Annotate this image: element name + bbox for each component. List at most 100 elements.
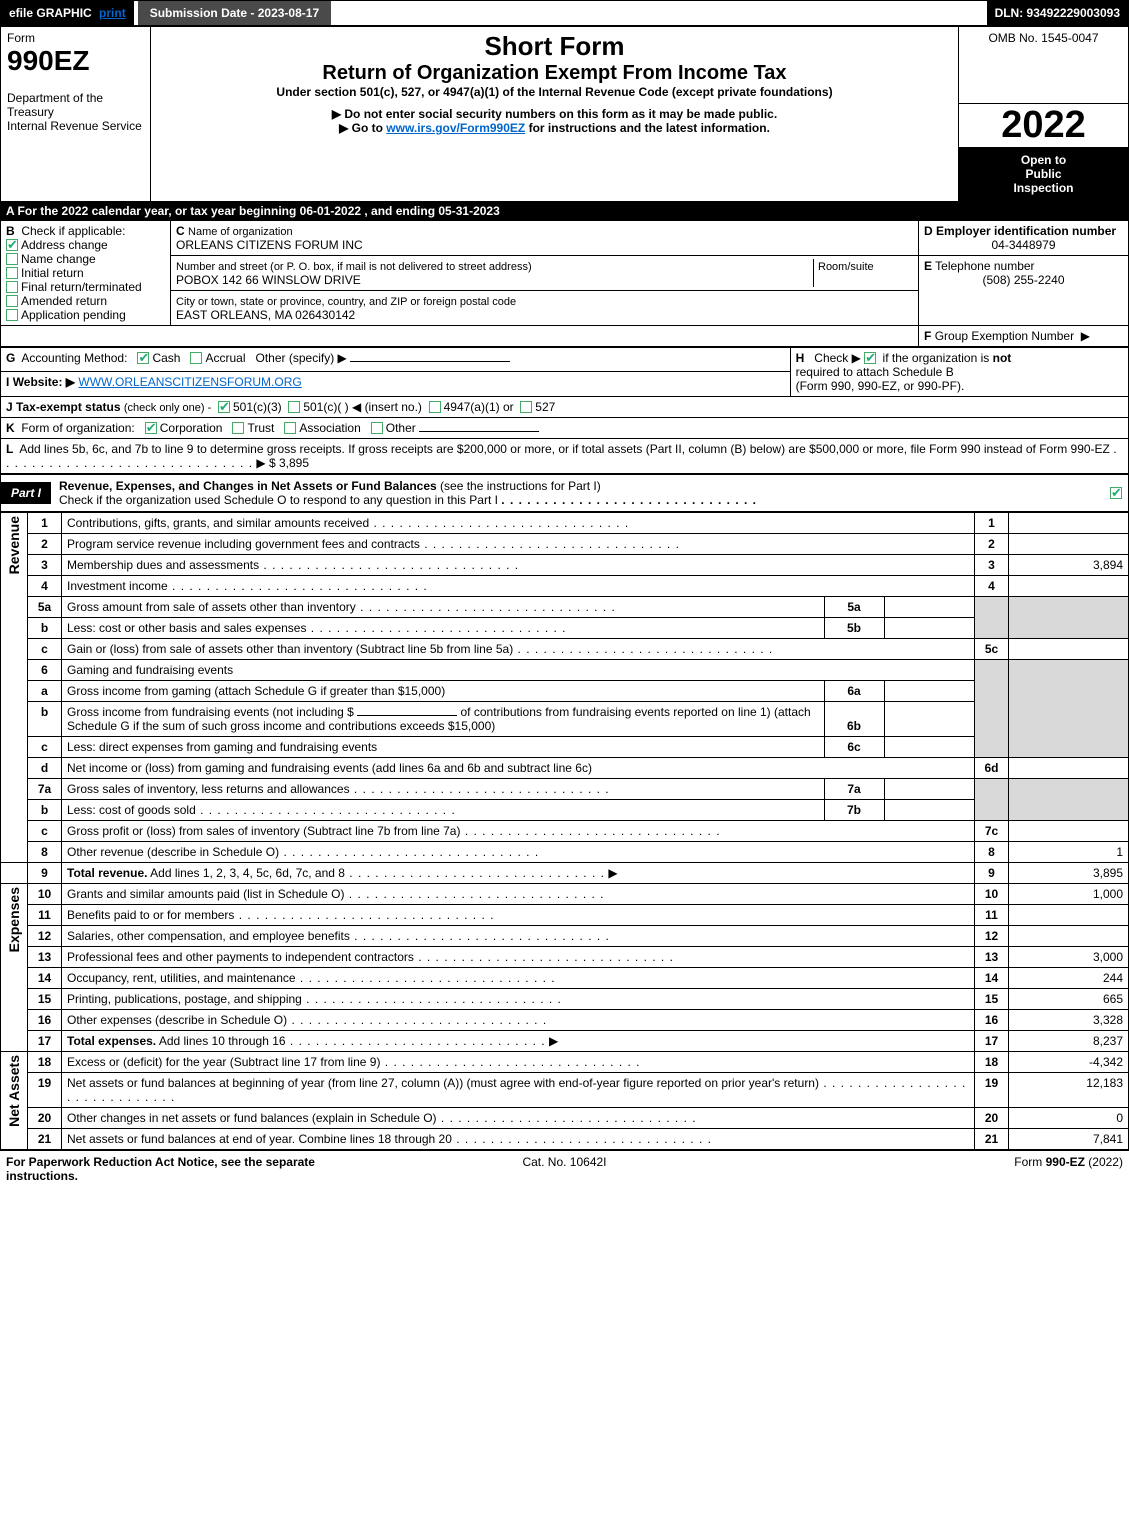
footer-left: For Paperwork Reduction Act Notice, see … [6, 1155, 378, 1183]
top-bar: efile GRAPHIC print Submission Date - 20… [0, 0, 1129, 26]
checkbox-schedule-o[interactable] [1110, 487, 1122, 499]
amt-3: 3,894 [1009, 554, 1129, 575]
short-form-title: Short Form [157, 31, 952, 62]
print-link[interactable]: print [99, 6, 126, 20]
amt-2 [1009, 533, 1129, 554]
checkbox-527[interactable] [520, 401, 532, 413]
revenue-label: Revenue [6, 516, 22, 574]
label-j: J [6, 400, 13, 414]
checkbox-accrual[interactable] [190, 352, 202, 364]
lines-g-l: G Accounting Method: Cash Accrual Other … [0, 347, 1129, 474]
city-label: City or town, state or province, country… [176, 296, 516, 308]
amt-1 [1009, 512, 1129, 533]
schedule-table: Revenue 1 Contributions, gifts, grants, … [0, 512, 1129, 1150]
submission-date: Submission Date - 2023-08-17 [138, 1, 331, 25]
expenses-label: Expenses [6, 887, 22, 952]
amt-4 [1009, 575, 1129, 596]
checkbox-4947[interactable] [429, 401, 441, 413]
label-b: B [6, 224, 15, 238]
amt-21: 7,841 [1009, 1128, 1129, 1149]
checkbox-name-change[interactable] [6, 253, 18, 265]
ein-label: Employer identification number [936, 224, 1116, 238]
ssn-note: ▶ Do not enter social security numbers o… [157, 107, 952, 121]
part-1-header: Part I Revenue, Expenses, and Changes in… [0, 474, 1129, 512]
checkbox-final-return[interactable] [6, 281, 18, 293]
checkbox-other-org[interactable] [371, 422, 383, 434]
amt-19: 12,183 [1009, 1072, 1129, 1107]
dln-label: DLN: 93492229003093 [987, 1, 1128, 25]
dept-treasury: Department of the Treasury [7, 91, 103, 119]
check-if-applicable: Check if applicable: [21, 224, 125, 238]
label-d: D [924, 224, 933, 238]
part-1-label: Part I [1, 482, 51, 504]
gross-receipts: 3,895 [279, 456, 309, 470]
efile-text: efile [9, 6, 33, 20]
amt-15: 665 [1009, 988, 1129, 1009]
amt-8: 1 [1009, 841, 1129, 862]
irs-link[interactable]: www.irs.gov/Form990EZ [386, 121, 525, 135]
website-link[interactable]: WWW.ORLEANSCITIZENSFORUM.ORG [78, 375, 301, 389]
ein-value: 04-3448979 [924, 238, 1123, 252]
room-label: Room/suite [818, 261, 874, 273]
section-a-tax-year: A For the 2022 calendar year, or tax yea… [0, 202, 1129, 220]
amt-6d [1009, 757, 1129, 778]
amt-14: 244 [1009, 967, 1129, 988]
amt-7c [1009, 820, 1129, 841]
amt-12 [1009, 925, 1129, 946]
group-exemption-label: Group Exemption Number [935, 329, 1074, 343]
label-e: E [924, 259, 932, 273]
footer-center: Cat. No. 10642I [378, 1155, 750, 1183]
amt-11 [1009, 904, 1129, 925]
checkbox-501c3[interactable] [218, 401, 230, 413]
amt-18: -4,342 [1009, 1051, 1129, 1072]
label-l: L [6, 442, 13, 456]
amt-10: 1,000 [1009, 883, 1129, 904]
street-value: POBOX 142 66 WINSLOW DRIVE [176, 273, 361, 287]
checkbox-initial-return[interactable] [6, 267, 18, 279]
amt-16: 3,328 [1009, 1009, 1129, 1030]
main-title: Return of Organization Exempt From Incom… [157, 62, 952, 85]
checkbox-assoc[interactable] [284, 422, 296, 434]
checkbox-amended[interactable] [6, 295, 18, 307]
checkbox-h[interactable] [864, 352, 876, 364]
checkbox-501c[interactable] [288, 401, 300, 413]
part-1-check: Check if the organization used Schedule … [59, 493, 498, 507]
part-1-title: Revenue, Expenses, and Changes in Net As… [59, 479, 437, 493]
phone-value: (508) 255-2240 [924, 273, 1123, 287]
checkbox-corp[interactable] [145, 422, 157, 434]
subtitle: Under section 501(c), 527, or 4947(a)(1)… [157, 85, 952, 99]
checkbox-app-pending[interactable] [6, 309, 18, 321]
graphic-text: GRAPHIC [36, 6, 91, 20]
goto-note: ▶ Go to www.irs.gov/Form990EZ for instru… [157, 121, 952, 135]
tax-year: 2022 [959, 104, 1128, 147]
arrow-f: ▶ [1081, 329, 1090, 343]
label-f: F [924, 329, 931, 343]
phone-label: Telephone number [935, 259, 1034, 273]
street-label: Number and street (or P. O. box, if mail… [176, 261, 532, 273]
checkbox-trust[interactable] [232, 422, 244, 434]
amt-5c [1009, 638, 1129, 659]
label-g: G [6, 351, 15, 365]
irs-label: Internal Revenue Service [7, 119, 142, 133]
checkbox-cash[interactable] [137, 352, 149, 364]
form-number: 990EZ [7, 45, 90, 76]
label-c: C [176, 224, 185, 238]
efile-label: efile GRAPHIC print [1, 1, 134, 25]
amt-13: 3,000 [1009, 946, 1129, 967]
form-header: Form 990EZ Department of the Treasury In… [0, 26, 1129, 202]
footer-right: Form 990-EZ (2022) [751, 1155, 1123, 1183]
amt-9: 3,895 [1009, 862, 1129, 883]
form-word: Form [7, 31, 35, 45]
org-name-label: Name of organization [188, 226, 293, 238]
city-value: EAST ORLEANS, MA 026430142 [176, 308, 355, 322]
label-h: H [796, 351, 805, 365]
label-k: K [6, 421, 15, 435]
checkbox-address-change[interactable] [6, 239, 18, 251]
net-assets-label: Net Assets [6, 1055, 22, 1127]
amt-17: 8,237 [1009, 1030, 1129, 1051]
entity-info: B Check if applicable: Address change Na… [0, 220, 1129, 347]
page-footer: For Paperwork Reduction Act Notice, see … [0, 1150, 1129, 1187]
label-i: I [6, 375, 9, 389]
open-to-public: Open to Public Inspection [959, 147, 1128, 201]
amt-20: 0 [1009, 1107, 1129, 1128]
